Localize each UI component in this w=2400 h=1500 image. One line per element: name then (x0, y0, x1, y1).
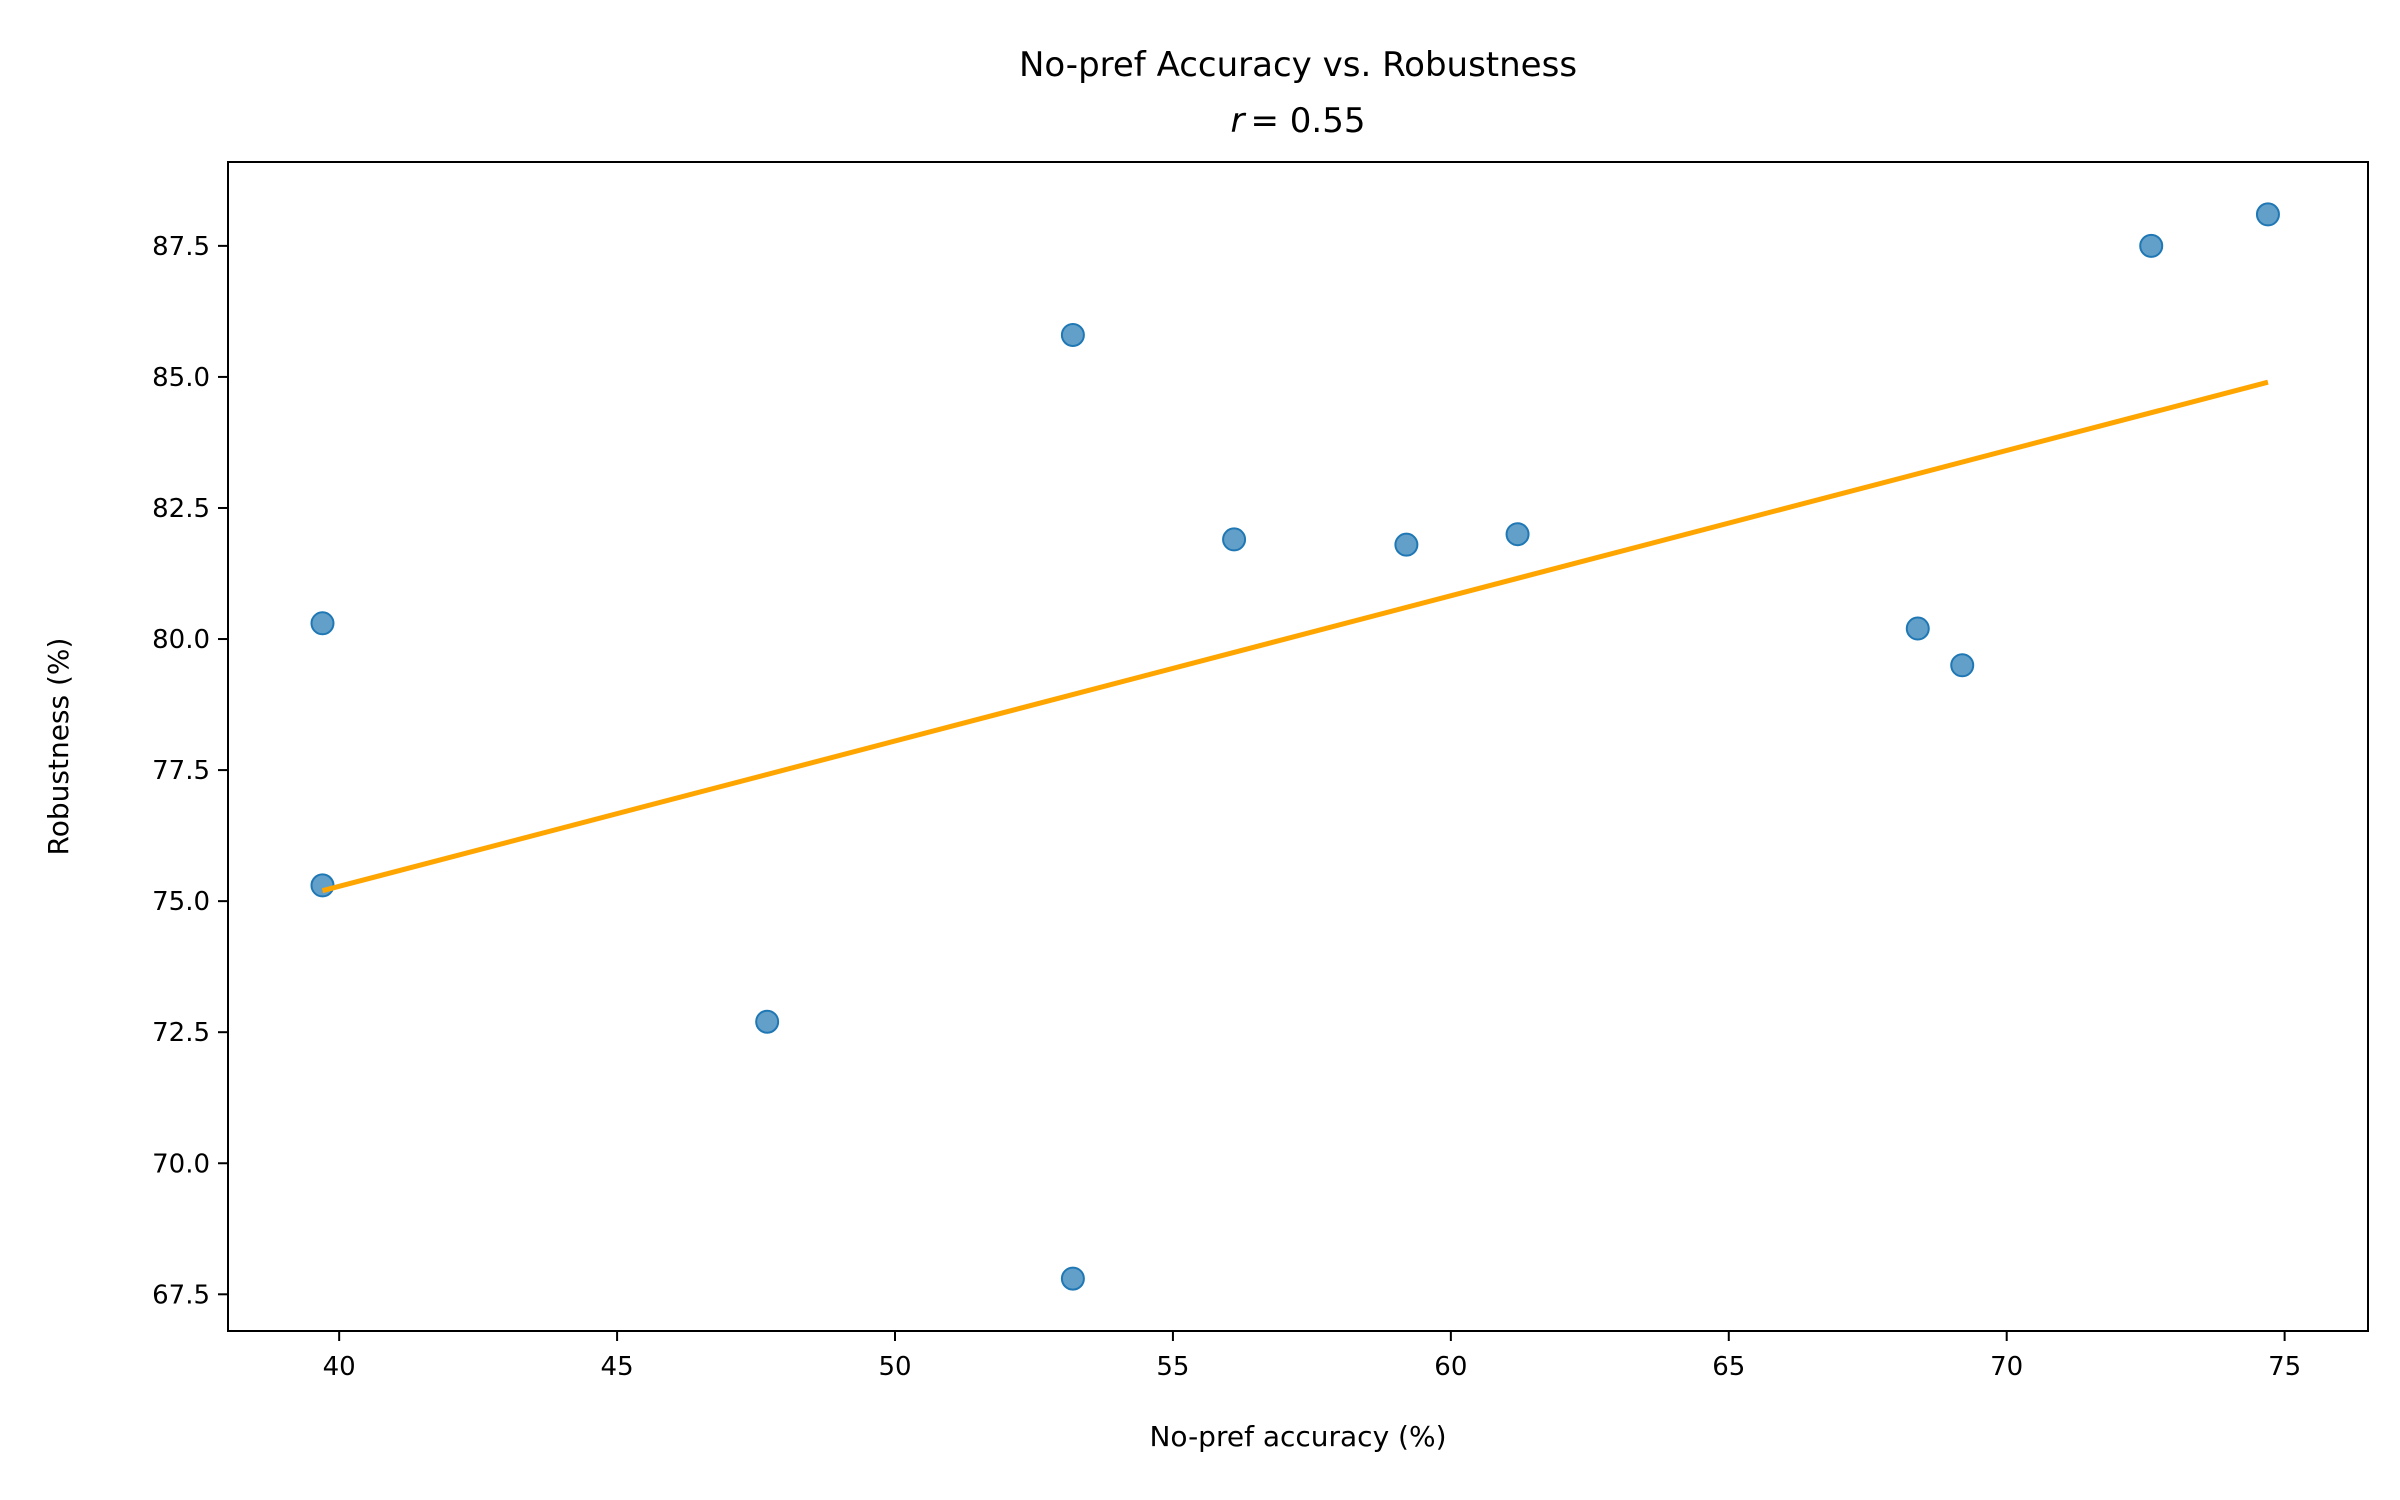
data-point (2255, 202, 2280, 227)
data-point (1222, 527, 1247, 552)
data-point (755, 1009, 780, 1034)
y-tick-label: 72.5 (152, 1018, 210, 1048)
data-point (1905, 616, 1930, 641)
x-axis-ticks: 40 45 50 55 60 65 70 75 (323, 1331, 2301, 1382)
x-tick-label: 40 (323, 1352, 356, 1382)
y-tick-label: 82.5 (152, 494, 210, 524)
data-point (1950, 653, 1975, 678)
y-tick-label: 87.5 (152, 232, 210, 262)
data-point (310, 611, 335, 636)
data-point (1060, 322, 1085, 347)
x-tick-label: 65 (1712, 1352, 1745, 1382)
y-tick-label: 70.0 (152, 1149, 210, 1179)
subtitle-value: = 0.55 (1250, 101, 1365, 141)
y-tick-label: 67.5 (152, 1280, 210, 1310)
plot-frame (227, 161, 2369, 1332)
y-axis-ticks: 67.5 70.0 72.5 75.0 77.5 80.0 82.5 85.0 87.5 (152, 232, 228, 1310)
x-tick-label: 70 (1990, 1352, 2023, 1382)
data-point (1394, 532, 1419, 557)
chart-subtitle: r = 0.55 (1231, 101, 1366, 141)
subtitle-variable: r (1231, 101, 1247, 141)
y-axis-label: Robustness (%) (42, 638, 75, 856)
x-tick-label: 75 (2268, 1352, 2301, 1382)
data-point (1505, 522, 1530, 547)
x-tick-label: 50 (878, 1352, 911, 1382)
x-tick-label: 45 (601, 1352, 634, 1382)
y-tick-label: 75.0 (152, 887, 210, 917)
y-tick-label: 80.0 (152, 625, 210, 655)
y-tick-label: 85.0 (152, 363, 210, 393)
x-tick-label: 60 (1434, 1352, 1467, 1382)
plot-marks (310, 202, 2280, 1291)
data-point (2139, 233, 2164, 258)
regression-line (321, 379, 2269, 894)
chart-title: No-pref Accuracy vs. Robustness (1019, 45, 1577, 85)
data-point (1060, 1266, 1085, 1291)
y-tick-label: 77.5 (152, 756, 210, 786)
data-point (310, 873, 335, 898)
x-tick-label: 55 (1156, 1352, 1189, 1382)
x-axis-label: No-pref accuracy (%) (1149, 1420, 1446, 1453)
